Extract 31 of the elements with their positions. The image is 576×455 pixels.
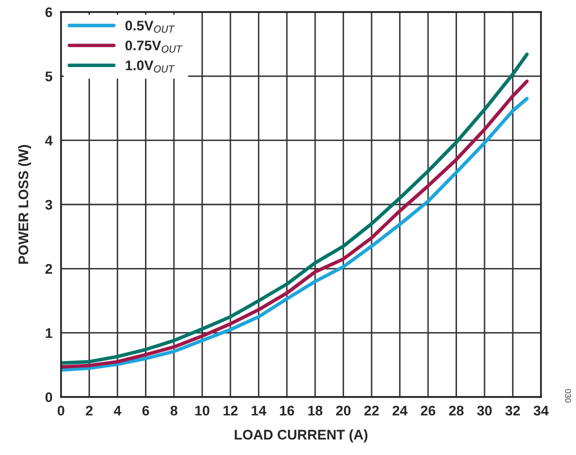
x-tick-label: 30 <box>477 406 492 416</box>
x-tick-label: 24 <box>392 406 408 416</box>
legend-label: 0.5V$_{OUT}$ <box>125 20 175 33</box>
legend-label: 1.0V$_{OUT}$ <box>126 60 175 73</box>
text: 030 <box>565 389 572 402</box>
y-tick-label: 6 <box>45 7 52 18</box>
y-tick-label: 5 <box>45 72 52 82</box>
y-tick-label: 1 <box>46 328 52 338</box>
x-tick-label: 26 <box>420 406 436 416</box>
x-tick-label: 14 <box>252 406 266 416</box>
y-axis-title: POWER LOSS (W) <box>18 145 32 264</box>
x-tick-label: 32 <box>505 406 520 416</box>
x-tick-label: 18 <box>308 406 322 416</box>
x-axis-title: LOAD CURRENT (A) <box>234 429 368 442</box>
x-tick-label: 2 <box>86 406 93 416</box>
x-tick-label: 8 <box>170 406 178 416</box>
x-tick-label: 22 <box>364 406 379 416</box>
x-tick-label: 34 <box>534 406 549 416</box>
x-tick-label: 4 <box>114 406 122 416</box>
x-tick-label: 6 <box>142 406 150 416</box>
y-tick-label: 0 <box>45 392 52 402</box>
y-tick-label: 2 <box>45 264 52 274</box>
legend-label: 0.75V$_{OUT}$ <box>125 40 183 53</box>
y-tick-label: 4 <box>45 136 53 146</box>
x-tick-label: 16 <box>280 406 294 416</box>
x-tick-label: 10 <box>195 406 210 416</box>
x-tick-label: 28 <box>449 406 464 416</box>
x-tick-label: 12 <box>224 406 238 416</box>
y-tick-label: 3 <box>45 200 52 210</box>
x-tick-label: 0 <box>58 406 64 416</box>
x-tick-label: 20 <box>336 406 351 416</box>
